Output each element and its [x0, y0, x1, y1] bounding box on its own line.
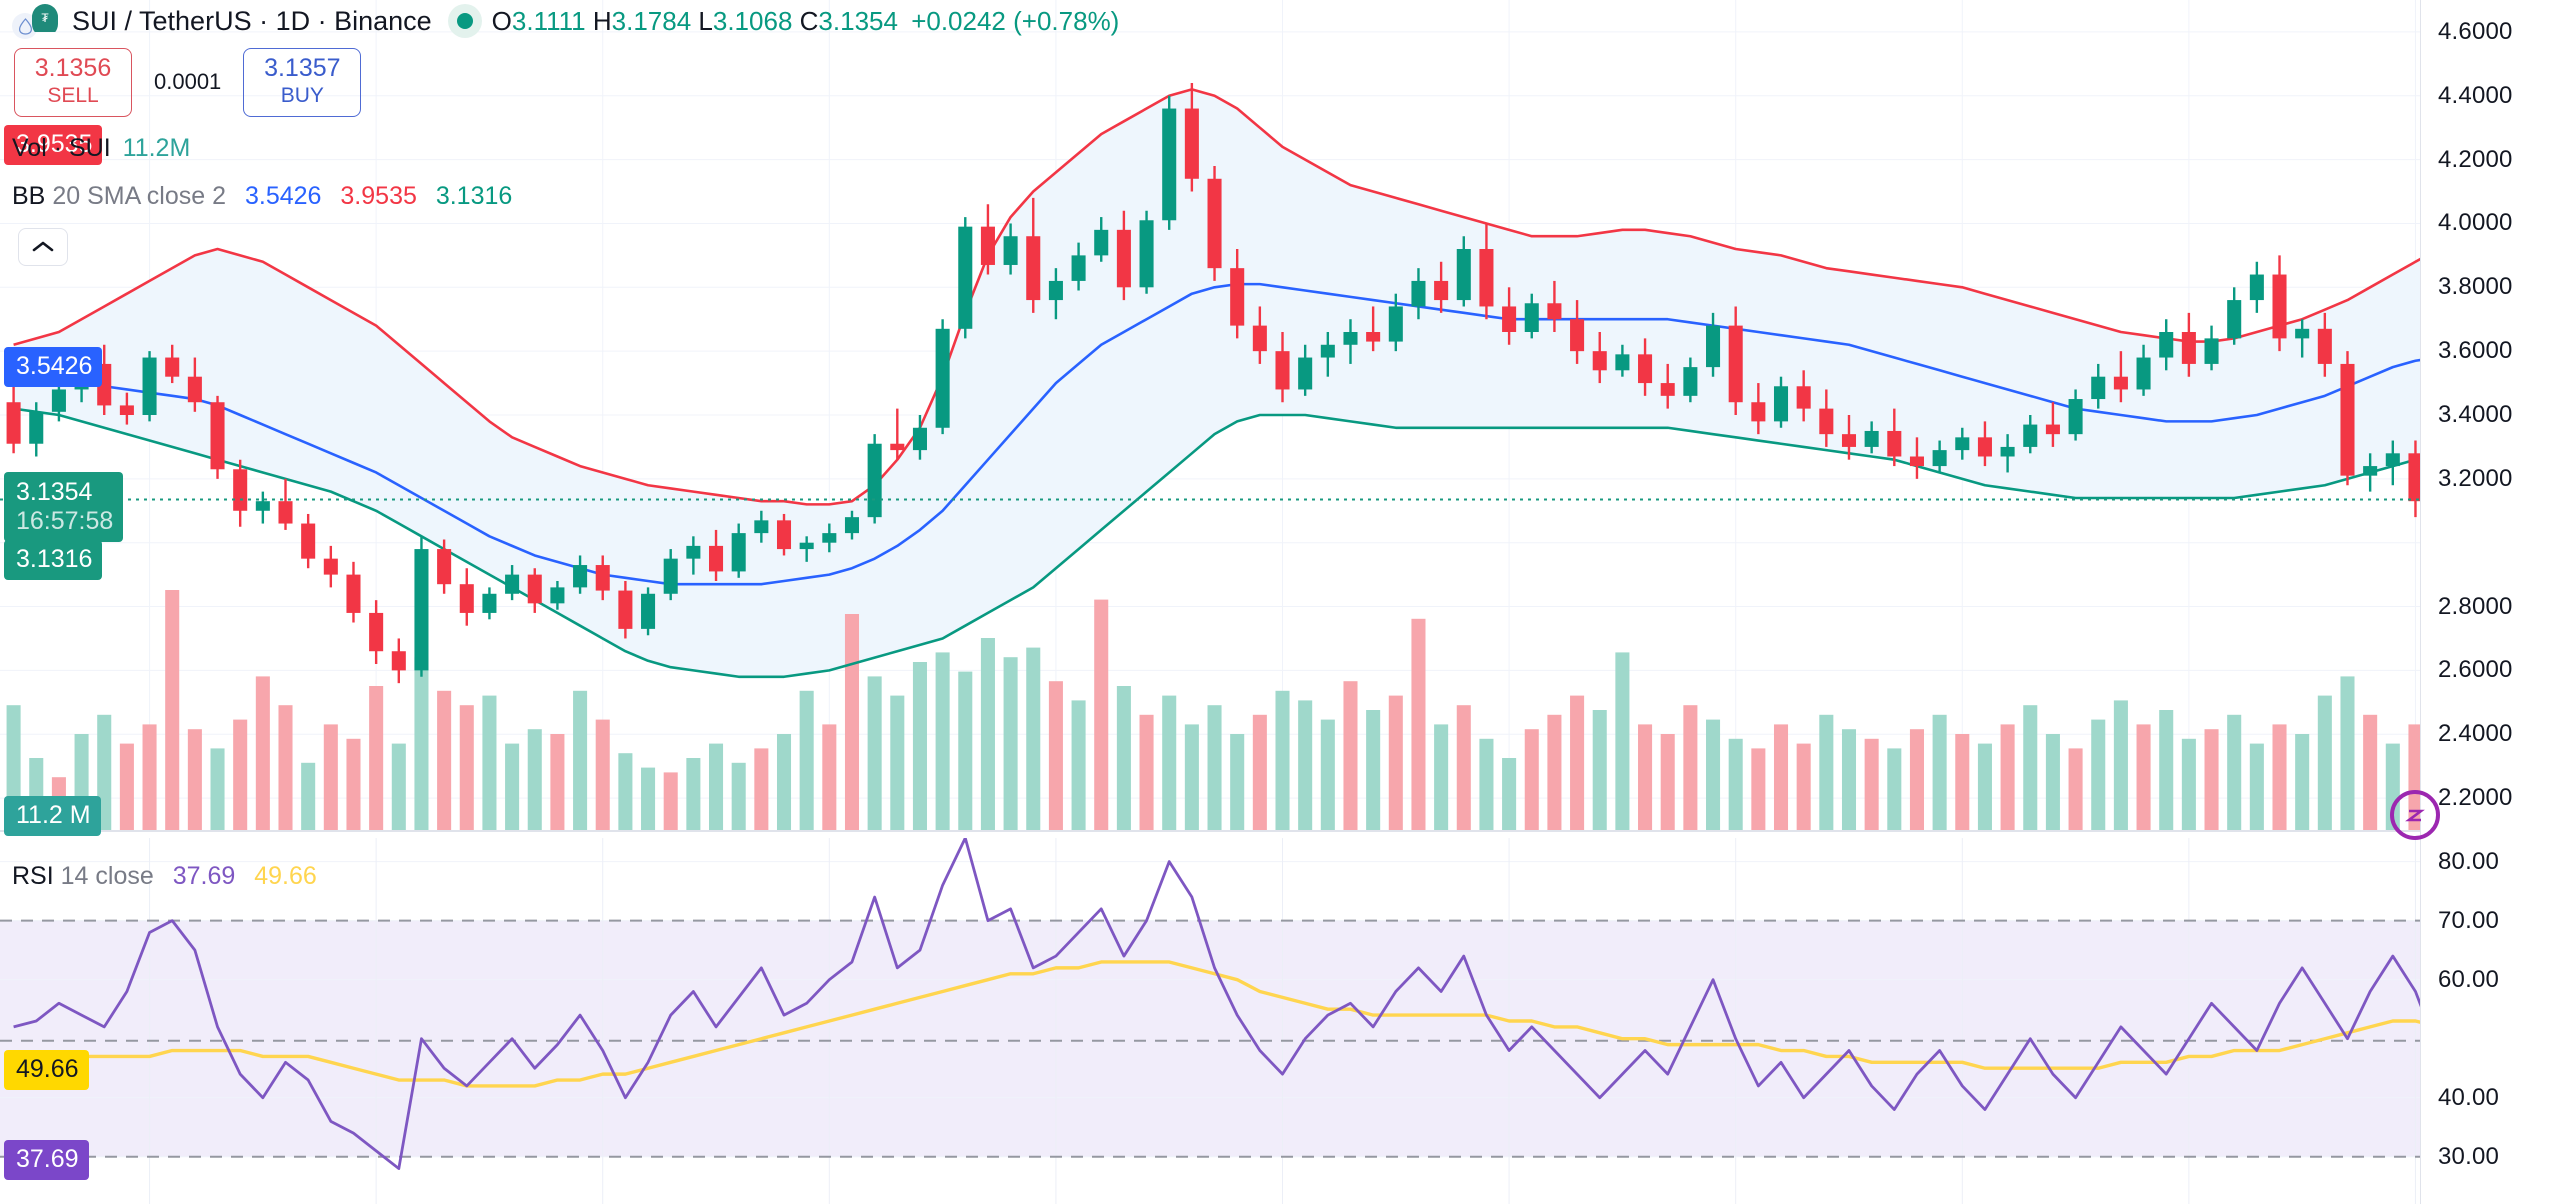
axis-separator: [2420, 0, 2421, 1204]
price-axis-tick: 3.6000: [2438, 337, 2513, 365]
price-axis-tick: 4.2000: [2438, 145, 2513, 173]
rsi-axis-tick: 70.00: [2438, 906, 2500, 934]
price-axis-tick: 3.4000: [2438, 401, 2513, 428]
bar-countdown: 16:57:58: [16, 507, 114, 535]
price-plot: [0, 0, 2420, 830]
volume-value-badge[interactable]: 11.2 M: [4, 796, 101, 836]
price-axis[interactable]: 4.6000 4.4000 4.2000 4.0000 3.8000 3.6000 3.40…: [2420, 0, 2560, 1204]
sell-label: SELL: [47, 83, 99, 107]
rsi-indicator-marker: [2390, 790, 2440, 840]
pane-divider: [0, 830, 2560, 832]
buy-price: 3.1357: [264, 54, 341, 82]
rsi-axis-tick: 60.00: [2438, 965, 2500, 993]
price-pane[interactable]: [0, 0, 2420, 830]
spread-value: 0.0001: [154, 69, 222, 95]
price-axis-tick: 3.2000: [2438, 464, 2513, 492]
rsi-axis-tick: 80.00: [2438, 847, 2500, 875]
trade-buttons: 3.1356 SELL 0.0001 3.1357 BUY: [14, 48, 362, 117]
price-axis-tick: 2.6000: [2438, 656, 2513, 684]
collapse-pane-button[interactable]: [18, 228, 68, 266]
price-axis-tick: 2.2000: [2438, 784, 2513, 812]
chevron-up-icon: [32, 241, 54, 252]
rsi-axis-tick: 40.00: [2438, 1083, 2500, 1111]
rsi-axis-tick: 30.00: [2438, 1142, 2500, 1170]
bb-upper-price-badge[interactable]: 3.9535: [4, 125, 103, 165]
rsi-value-badge[interactable]: 37.69: [4, 1140, 89, 1180]
price-axis-tick: 2.8000: [2438, 592, 2513, 620]
last-price-badge[interactable]: 3.1354 16:57:58: [4, 472, 124, 542]
sell-price: 3.1356: [34, 54, 112, 82]
rsi-plot: [0, 838, 2420, 1204]
buy-button[interactable]: 3.1357 BUY: [243, 48, 362, 117]
price-axis-tick: 4.4000: [2438, 81, 2513, 109]
rsi-ma-badge[interactable]: 49.66: [4, 1050, 89, 1090]
rsi-marker-glyph: [2405, 809, 2425, 822]
bb-lower-price-badge[interactable]: 3.1316: [4, 540, 103, 580]
sell-button[interactable]: 3.1356 SELL: [14, 48, 132, 117]
price-axis-tick: 4.6000: [2438, 17, 2513, 45]
rsi-pane[interactable]: [0, 838, 2420, 1204]
price-axis-tick: 2.4000: [2438, 720, 2513, 748]
bb-basis-price-badge[interactable]: 3.5426: [4, 347, 103, 387]
buy-label: BUY: [280, 83, 324, 107]
price-axis-tick: 3.8000: [2438, 273, 2513, 301]
last-price-value: 3.1354: [16, 478, 93, 506]
price-axis-tick: 4.0000: [2438, 209, 2513, 237]
